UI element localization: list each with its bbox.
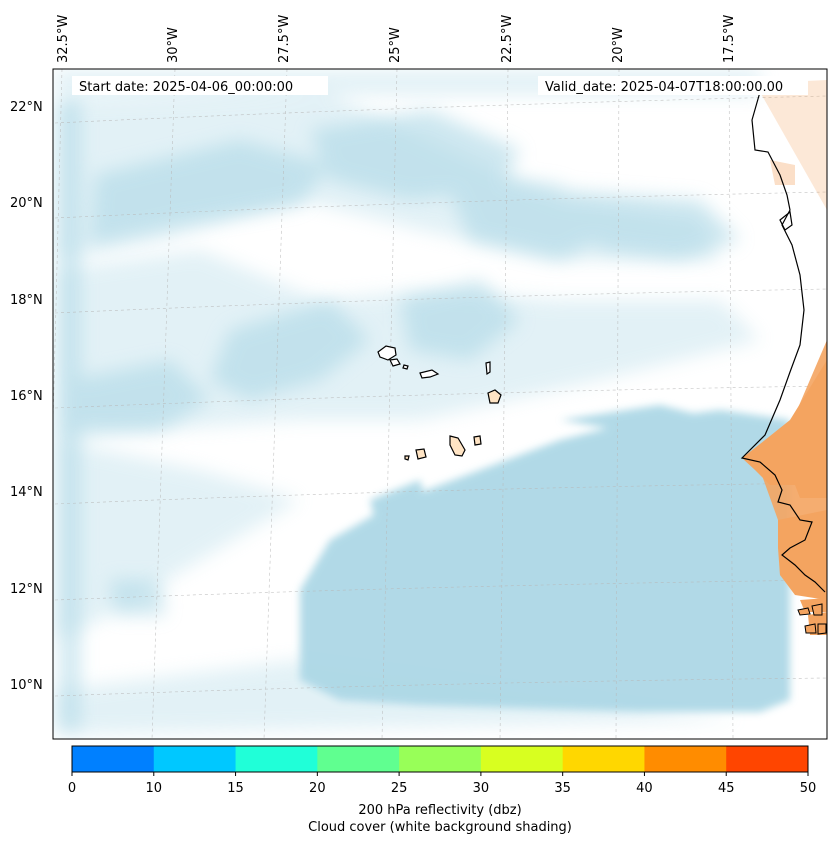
island-santiago	[449, 435, 466, 457]
colorbar-swatch	[317, 746, 400, 772]
colorbar-swatch	[399, 746, 482, 772]
start-date-box	[72, 76, 328, 95]
colorbar-tick-label: 10	[146, 781, 163, 796]
island-boa-vista	[487, 389, 502, 404]
colorbar-swatch	[562, 746, 645, 772]
colorbar-tick-label: 35	[554, 781, 571, 796]
colorbar: 0 10 15 20 25 30 35 40 45 50 200 hPa reflectivity…	[68, 745, 816, 835]
island-santa-luzia	[402, 364, 409, 370]
colorbar-swatch	[72, 746, 155, 772]
map-panel: Start date: 2025-04-06_00:00:00 Valid_da…	[53, 69, 827, 739]
colorbar-tick-label: 25	[391, 781, 408, 796]
lat-label: 18°N	[10, 293, 43, 308]
lat-label: 12°N	[10, 582, 43, 597]
island-maio	[473, 435, 482, 446]
lon-label: 22.5°W	[500, 15, 515, 63]
colorbar-tick-label: 0	[68, 781, 76, 796]
graticule	[53, 69, 827, 739]
island-santo-antao	[377, 345, 397, 361]
island-sao-vicente	[389, 358, 401, 367]
lat-label: 16°N	[10, 389, 43, 404]
island-brava	[404, 455, 410, 461]
lat-label: 22°N	[10, 100, 43, 115]
cloud-cover-layer	[55, 70, 790, 735]
island-sal	[485, 361, 491, 376]
colorbar-swatch	[644, 746, 727, 772]
map-frame	[52, 68, 828, 740]
lon-label: 25°W	[388, 27, 403, 63]
colorbar-tick-label: 50	[800, 781, 817, 796]
lat-label: 10°N	[10, 678, 43, 693]
lon-label: 30°W	[166, 27, 181, 63]
lon-label: 27.5°W	[277, 15, 292, 63]
colorbar-tick-label: 30	[473, 781, 490, 796]
lon-labels: 32.5°W 30°W 27.5°W 25°W 22.5°W 20°W 17.5…	[56, 15, 737, 63]
colorbar-sublabel: Cloud cover (white background shading)	[308, 820, 572, 835]
colorbar-swatch	[480, 746, 564, 772]
start-date-label: Start date: 2025-04-06_00:00:00	[79, 80, 293, 95]
island-sao-nicolau	[419, 369, 440, 379]
valid-date-box	[538, 76, 808, 95]
colorbar-ticks: 0 10 15 20 25 30 35 40 45 50	[68, 772, 816, 796]
lat-labels: 22°N 20°N 18°N 16°N 14°N 12°N 10°N	[10, 100, 43, 693]
cape-verde-islands	[377, 345, 502, 461]
colorbar-tick-label: 15	[227, 781, 244, 796]
lat-label: 14°N	[10, 485, 43, 500]
colorbar-tick-label: 40	[636, 781, 653, 796]
coastline-africa	[740, 91, 826, 593]
lon-label: 32.5°W	[56, 15, 71, 63]
colorbar-label: 200 hPa reflectivity (dbz)	[358, 803, 521, 818]
lat-label: 20°N	[10, 196, 43, 211]
colorbar-tick-label: 20	[309, 781, 326, 796]
colorbar-frame	[71, 745, 809, 773]
colorbar-tick-label: 45	[718, 781, 735, 796]
lon-label: 17.5°W	[722, 15, 737, 63]
island-fogo	[415, 448, 427, 460]
colorbar-swatches	[72, 746, 809, 772]
colorbar-swatch	[235, 746, 318, 772]
valid-date-label: Valid_date: 2025-04-07T18:00:00.00	[545, 80, 783, 95]
lon-label: 20°W	[611, 27, 626, 63]
colorbar-swatch	[726, 746, 809, 772]
colorbar-swatch	[153, 746, 237, 772]
